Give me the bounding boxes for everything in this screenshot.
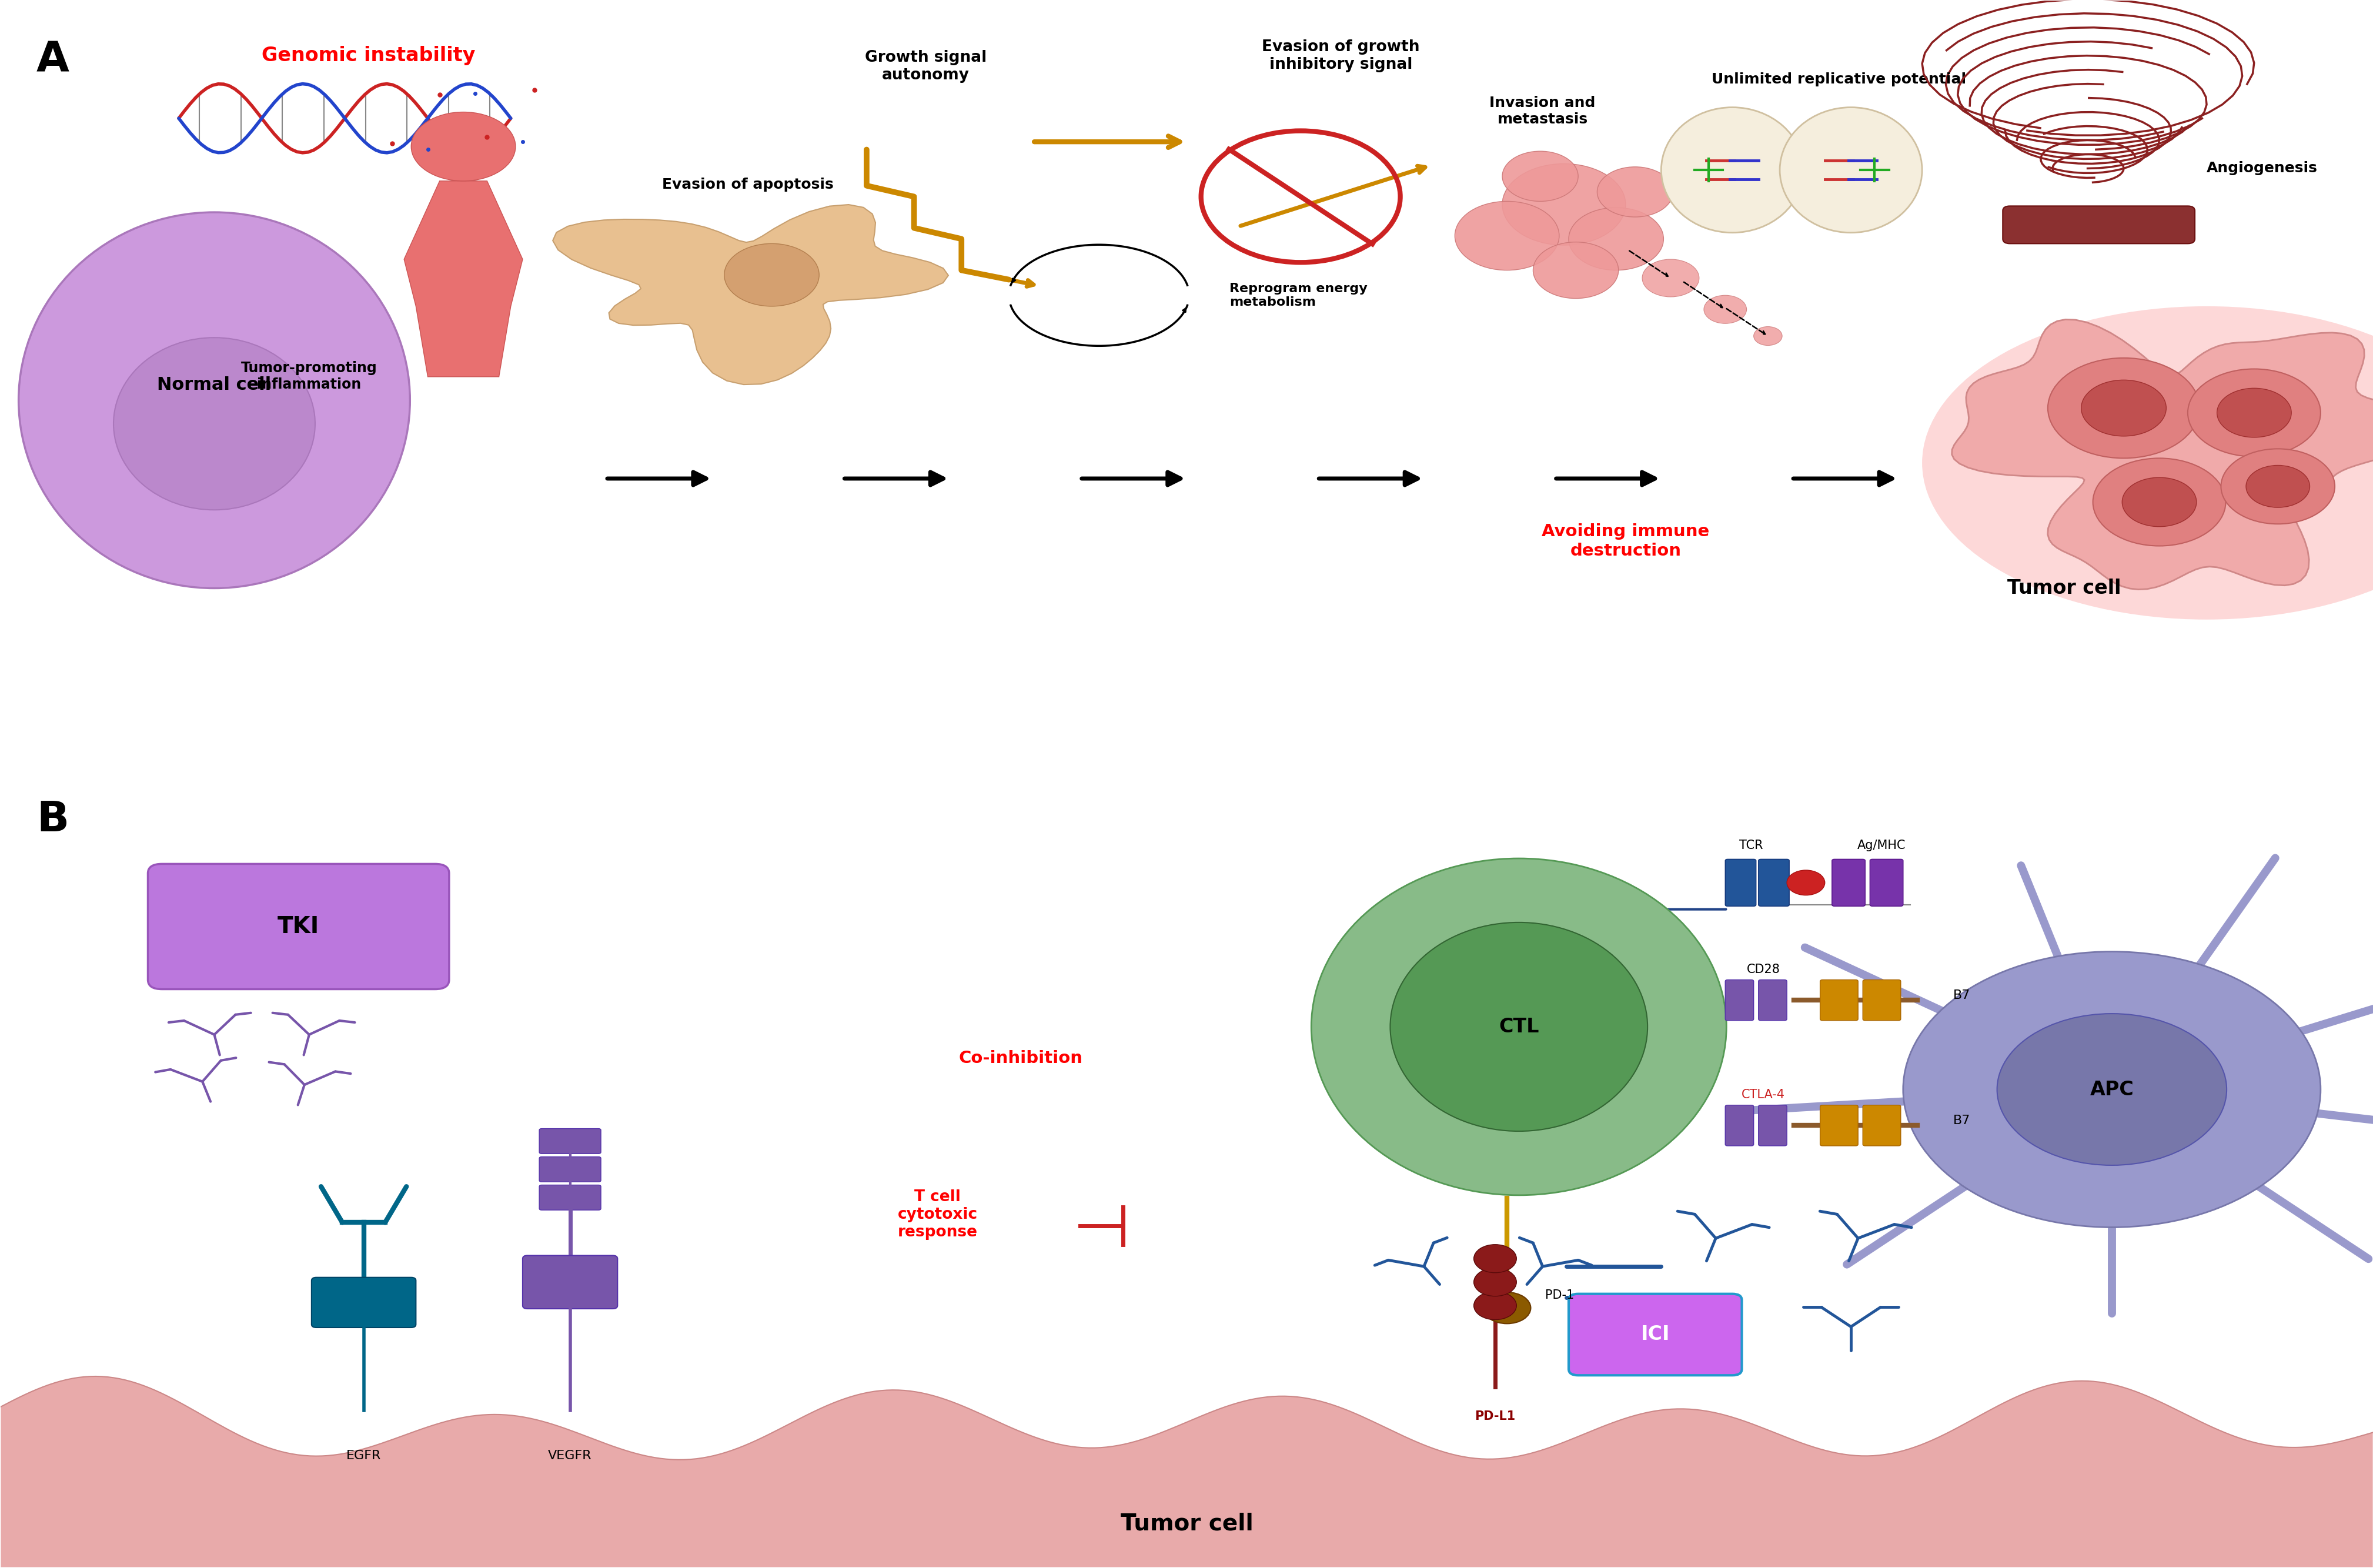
Text: Genomic instability: Genomic instability — [261, 45, 475, 66]
Circle shape — [1474, 1269, 1516, 1297]
Text: Angiogenesis: Angiogenesis — [2207, 162, 2316, 176]
Text: VEGFR: VEGFR — [548, 1450, 591, 1461]
Circle shape — [1502, 163, 1626, 245]
Circle shape — [2188, 368, 2321, 456]
Text: B7: B7 — [1953, 1115, 1970, 1127]
Circle shape — [2221, 448, 2335, 524]
FancyBboxPatch shape — [2003, 205, 2195, 243]
Text: TCR: TCR — [1739, 839, 1763, 851]
Text: CD28: CD28 — [1747, 963, 1780, 975]
Circle shape — [1787, 870, 1825, 895]
Ellipse shape — [1661, 107, 1803, 232]
Text: Ag/MHC: Ag/MHC — [1858, 839, 1906, 851]
Circle shape — [411, 111, 515, 180]
Circle shape — [1597, 166, 1673, 216]
Circle shape — [2245, 466, 2309, 508]
Text: Avoiding immune
destruction: Avoiding immune destruction — [1542, 524, 1709, 558]
FancyBboxPatch shape — [539, 1185, 600, 1210]
FancyBboxPatch shape — [1569, 1294, 1742, 1375]
Text: Normal cell: Normal cell — [157, 376, 271, 394]
FancyBboxPatch shape — [1725, 1105, 1754, 1146]
FancyBboxPatch shape — [147, 864, 448, 989]
Text: B: B — [36, 800, 69, 840]
Text: TKI: TKI — [278, 916, 320, 938]
Text: PD-1: PD-1 — [1545, 1289, 1573, 1301]
Polygon shape — [1951, 320, 2373, 590]
Text: APC: APC — [2088, 1080, 2133, 1099]
Circle shape — [1533, 241, 1618, 298]
Circle shape — [1996, 1013, 2226, 1165]
Text: ICI: ICI — [1640, 1325, 1668, 1344]
FancyBboxPatch shape — [311, 1278, 415, 1328]
Circle shape — [1474, 1245, 1516, 1273]
Circle shape — [1483, 1292, 1531, 1323]
Circle shape — [1455, 201, 1559, 270]
Text: T cell
cytotoxic
response: T cell cytotoxic response — [897, 1190, 978, 1240]
FancyBboxPatch shape — [1870, 859, 1903, 906]
Ellipse shape — [114, 337, 316, 510]
Circle shape — [2048, 358, 2200, 458]
FancyBboxPatch shape — [1758, 980, 1787, 1021]
Ellipse shape — [1310, 858, 1725, 1195]
Circle shape — [1502, 151, 1578, 201]
FancyBboxPatch shape — [1758, 1105, 1787, 1146]
Text: Co-inhibition: Co-inhibition — [959, 1051, 1082, 1066]
FancyBboxPatch shape — [1725, 980, 1754, 1021]
Text: Invasion and
metastasis: Invasion and metastasis — [1490, 96, 1595, 125]
Text: Tumor cell: Tumor cell — [1120, 1512, 1253, 1535]
Text: CTLA-4: CTLA-4 — [1742, 1088, 1784, 1101]
Text: Tumor-promoting
inflammation: Tumor-promoting inflammation — [242, 361, 377, 392]
Polygon shape — [403, 180, 522, 376]
FancyBboxPatch shape — [1832, 859, 1865, 906]
Text: A: A — [36, 39, 69, 80]
FancyBboxPatch shape — [1863, 980, 1901, 1021]
Circle shape — [2121, 478, 2195, 527]
FancyBboxPatch shape — [539, 1157, 600, 1182]
Text: PD-L1: PD-L1 — [1474, 1411, 1514, 1422]
Ellipse shape — [19, 212, 411, 588]
Ellipse shape — [1391, 922, 1647, 1131]
FancyBboxPatch shape — [1820, 980, 1858, 1021]
Circle shape — [724, 243, 819, 306]
Circle shape — [2093, 458, 2226, 546]
Text: Tumor cell: Tumor cell — [2008, 579, 2121, 597]
FancyBboxPatch shape — [522, 1256, 617, 1309]
Text: Growth signal
autonomy: Growth signal autonomy — [864, 50, 987, 83]
Circle shape — [1642, 259, 1699, 296]
Circle shape — [1754, 326, 1782, 345]
Text: CTL: CTL — [1497, 1018, 1538, 1036]
Polygon shape — [553, 204, 949, 384]
Text: Evasion of apoptosis: Evasion of apoptosis — [662, 177, 833, 191]
Circle shape — [2216, 389, 2290, 437]
Circle shape — [1903, 952, 2321, 1228]
Text: Reprogram energy
metabolism: Reprogram energy metabolism — [1229, 282, 1367, 307]
FancyBboxPatch shape — [1863, 1105, 1901, 1146]
Text: B7: B7 — [1953, 989, 1970, 1002]
FancyBboxPatch shape — [1820, 1105, 1858, 1146]
Ellipse shape — [1922, 306, 2373, 619]
FancyBboxPatch shape — [539, 1129, 600, 1154]
Circle shape — [2081, 379, 2167, 436]
Text: Evasion of growth
inhibitory signal: Evasion of growth inhibitory signal — [1262, 39, 1419, 72]
Circle shape — [1704, 295, 1747, 323]
FancyBboxPatch shape — [1758, 859, 1789, 906]
Text: Unlimited replicative potential: Unlimited replicative potential — [1711, 72, 1965, 86]
Circle shape — [1474, 1292, 1516, 1320]
Text: EGFR: EGFR — [346, 1450, 382, 1461]
FancyBboxPatch shape — [1725, 859, 1756, 906]
Circle shape — [1569, 207, 1663, 270]
Ellipse shape — [1780, 107, 1922, 232]
